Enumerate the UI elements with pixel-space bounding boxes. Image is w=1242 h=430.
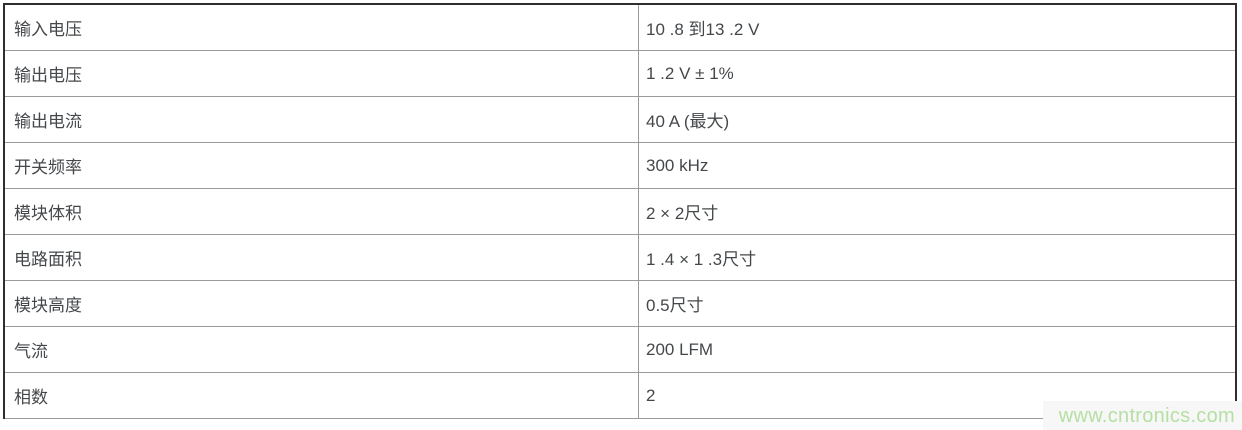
spec-label: 模块高度 — [3, 280, 639, 328]
table-row: 开关频率 300 kHz — [3, 142, 1237, 190]
spec-value: 1 .4 × 1 .3尺寸 — [638, 234, 1237, 282]
spec-value: 2 × 2尺寸 — [638, 188, 1237, 236]
spec-table: 输入电压 10 .8 到13 .2 V 输出电压 1 .2 V ± 1% 输出电… — [3, 3, 1237, 419]
spec-value: 10 .8 到13 .2 V — [638, 3, 1237, 52]
spec-value: 200 LFM — [638, 326, 1237, 373]
table-row: 输入电压 10 .8 到13 .2 V — [3, 3, 1237, 52]
table-row: 输出电压 1 .2 V ± 1% — [3, 50, 1237, 98]
table-row: 模块高度 0.5尺寸 — [3, 280, 1237, 328]
table-row: 电路面积 1 .4 × 1 .3尺寸 — [3, 234, 1237, 282]
spec-label: 相数 — [3, 372, 639, 419]
table-row: 输出电流 40 A (最大) — [3, 96, 1237, 144]
spec-label: 开关频率 — [3, 142, 639, 190]
spec-label: 输入电压 — [3, 3, 639, 52]
spec-label: 输出电压 — [3, 50, 639, 98]
spec-label: 气流 — [3, 326, 639, 373]
spec-value: 1 .2 V ± 1% — [638, 50, 1237, 98]
spec-table-body: 输入电压 10 .8 到13 .2 V 输出电压 1 .2 V ± 1% 输出电… — [3, 3, 1237, 419]
spec-value: 300 kHz — [638, 142, 1237, 190]
spec-label: 模块体积 — [3, 188, 639, 236]
spec-value: 40 A (最大) — [638, 96, 1237, 144]
table-row: 模块体积 2 × 2尺寸 — [3, 188, 1237, 236]
table-row: 气流 200 LFM — [3, 326, 1237, 373]
spec-label: 电路面积 — [3, 234, 639, 282]
spec-label: 输出电流 — [3, 96, 639, 144]
watermark-text: www.cntronics.com — [1058, 404, 1235, 427]
watermark: www.cntronics.com — [1043, 401, 1242, 430]
spec-value: 0.5尺寸 — [638, 280, 1237, 328]
